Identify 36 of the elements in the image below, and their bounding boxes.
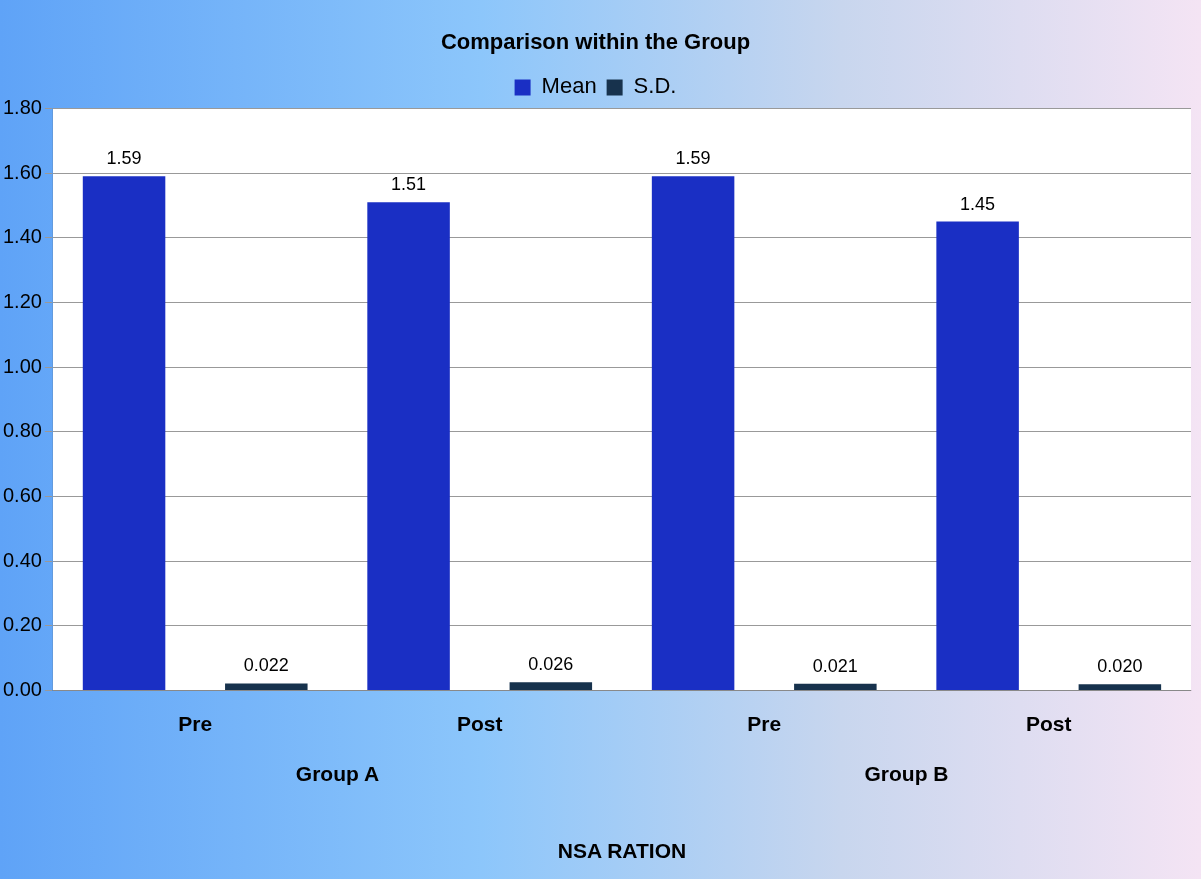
text: Group A: [295, 762, 380, 786]
legend-label: S.D.: [633, 73, 677, 99]
bar: [367, 202, 450, 691]
data-label: 0.022: [243, 655, 289, 676]
data-label: 1.59: [675, 148, 711, 169]
bar: [82, 176, 166, 691]
bar: [1078, 684, 1162, 691]
data-label: 0.021: [812, 655, 858, 676]
x-tick-label: Post: [456, 712, 503, 735]
y-tick-label: 0.20: [2, 613, 42, 636]
y-tick-label: 1.40: [2, 225, 42, 248]
x-tick-label: Post: [1025, 712, 1072, 735]
chart-title: Comparison within the Group: [440, 29, 751, 55]
x-tick-label: Pre: [747, 712, 782, 735]
y-tick-label: 0.80: [2, 419, 42, 442]
legend-label: Mean: [541, 73, 597, 99]
y-tick-label: 0.60: [2, 484, 42, 507]
data-label: 0.026: [528, 654, 574, 675]
bar: [794, 683, 877, 691]
bar: [651, 176, 735, 691]
text: Group B: [864, 762, 949, 786]
data-label: 1.45: [960, 193, 996, 214]
x-tick-label: Pre: [178, 712, 213, 735]
bar: [509, 682, 593, 691]
y-tick-label: 1.60: [2, 160, 42, 183]
y-tick-label: 0.00: [2, 678, 42, 701]
data-label: 1.59: [106, 148, 142, 169]
data-label: 1.51: [391, 174, 427, 195]
bar: [936, 221, 1019, 691]
y-tick-label: 1.00: [2, 354, 42, 377]
bar: [225, 683, 308, 691]
y-tick-label: 1.20: [2, 289, 42, 312]
y-tick-label: 1.80: [2, 95, 42, 118]
data-label: 0.020: [1097, 656, 1143, 677]
y-tick-label: 0.40: [2, 548, 42, 571]
x-axis-title: NSA RATION: [557, 839, 687, 863]
